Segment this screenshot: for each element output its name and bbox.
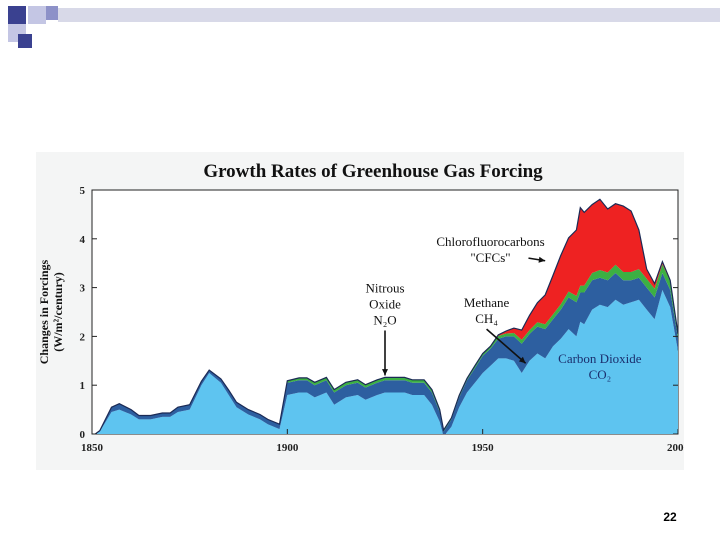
x-tick-label: 1950 [472, 442, 495, 454]
y-tick-label: 2 [80, 331, 86, 343]
deco-square-4 [28, 24, 46, 42]
y-tick-label: 4 [80, 234, 86, 246]
y-tick-label: 5 [80, 185, 86, 197]
chart-title: Growth Rates of Greenhouse Gas Forcing [203, 161, 543, 182]
annotation-methane-line: Methane [464, 295, 510, 310]
corner-decoration [8, 6, 720, 48]
axis-ticks-group: 0 1 2 3 4 5 1850 1900 1950 2000 [80, 185, 690, 454]
y-tick-label: 0 [80, 429, 86, 441]
annotation-co2-line: CO₂ [589, 367, 612, 382]
annotation-methane-arrow [486, 328, 527, 364]
deco-square-2 [28, 6, 46, 24]
y-axis-label-line1: Changes in Forcings [37, 259, 51, 364]
y-axis-label-line2: (W/m²/century) [51, 272, 65, 352]
annotation-n2o-line: Nitrous [366, 280, 405, 295]
area-methane [95, 273, 678, 434]
area-series-group [94, 198, 678, 434]
deco-square-1 [8, 6, 26, 24]
annotation-n2o-line: Oxide [369, 296, 401, 311]
y-tick-label: 1 [80, 380, 86, 392]
deco-square-5 [18, 34, 32, 48]
annotation-methane-line: CH₄ [475, 311, 498, 326]
total-outline [94, 198, 678, 434]
deco-square-6 [46, 6, 58, 20]
annotation-n2o-arrowhead [382, 369, 388, 376]
annotation-cfc-line: Chlorofluorocarbons [436, 234, 544, 249]
deco-band [58, 8, 720, 22]
greenhouse-forcing-chart: Growth Rates of Greenhouse Gas Forcing C… [37, 161, 690, 454]
annotation-cfc-arrowhead [538, 256, 546, 263]
x-tick-label: 1850 [81, 442, 104, 454]
page-number: 22 [663, 510, 677, 524]
annotation-methane-arrowhead [518, 356, 526, 364]
area-co2 [95, 290, 678, 434]
x-tick-label: 2000 [667, 442, 684, 454]
annotation-cfc-line: "CFCs" [470, 250, 510, 265]
annotation-co2-line: Carbon Dioxide [558, 351, 642, 366]
annotation-cfc: Chlorofluorocarbons"CFCs" [436, 234, 546, 265]
x-tick-label: 1900 [276, 442, 299, 454]
chart-panel: Growth Rates of Greenhouse Gas Forcing C… [36, 152, 690, 470]
area-cfc [95, 199, 678, 434]
y-tick-label: 3 [80, 283, 86, 295]
annotation-n2o-line: N₂O [373, 312, 396, 327]
